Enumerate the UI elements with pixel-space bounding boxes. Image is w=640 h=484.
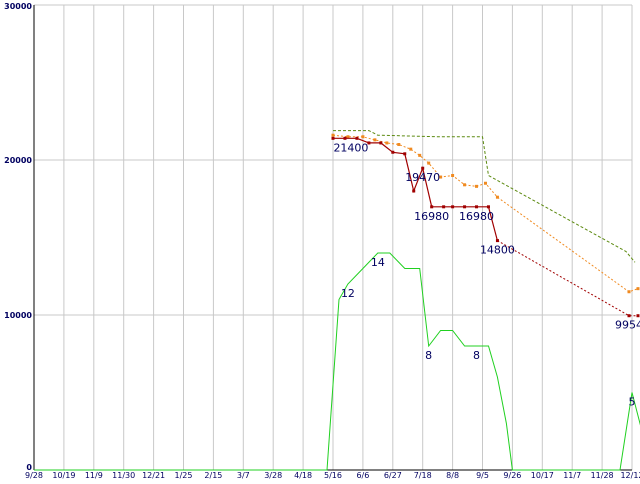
max-price-line: [333, 130, 636, 263]
data-label: 19470: [405, 171, 440, 184]
avg-price-point: [361, 135, 365, 139]
low-price-point: [442, 205, 446, 209]
data-label: 5: [629, 396, 636, 409]
avg-price-point: [397, 143, 401, 146]
x-tick-label: 11/28: [591, 471, 614, 480]
low-price-point: [475, 205, 479, 209]
avg-price-point: [427, 161, 431, 165]
x-tick-label: 8/8: [446, 471, 459, 480]
low-price-point: [391, 150, 395, 154]
low-price-point: [463, 205, 467, 209]
x-tick-label: 5/16: [324, 471, 342, 480]
x-tick-label: 12/21: [142, 471, 165, 480]
low-price-line: [333, 137, 498, 241]
x-tick-label: 10/19: [52, 471, 75, 480]
data-label: 21400: [333, 141, 368, 154]
x-tick-label: 11/30: [112, 471, 135, 480]
avg-price-point: [373, 138, 377, 142]
x-tick-label: 11/7: [563, 471, 581, 480]
x-tick-label: 9/28: [25, 471, 43, 480]
x-tick-label: 11/9: [85, 471, 103, 480]
gridlines: [33, 4, 633, 471]
data-label: 16980: [414, 210, 449, 223]
x-tick-label: 3/28: [264, 471, 282, 480]
low-price-point: [412, 189, 416, 193]
avg-price-point: [636, 287, 640, 291]
avg-price-point: [483, 181, 487, 185]
low-price-point: [343, 136, 347, 140]
avg-price-point: [439, 175, 443, 179]
data-label: 14800: [480, 244, 515, 257]
y-tick-label: 10000: [4, 311, 32, 320]
x-tick-label: 2/15: [204, 471, 222, 480]
low-price-point: [636, 314, 640, 318]
series-group: [34, 130, 640, 471]
x-tick-label: 12/12: [620, 471, 640, 480]
count-line: [34, 252, 640, 471]
low-price-point: [495, 239, 499, 243]
low-price-point: [430, 205, 434, 209]
y-tick-label: 30000: [4, 2, 32, 11]
axes: 9/28 10/19 11/9 11/30 12/21 1/25 2/15 3/7 3/28 4/…: [4, 2, 640, 480]
data-labels: 21400 19470 16980 16980 14800 9954 12 14 8 8 5: [333, 141, 640, 408]
low-price-point: [379, 141, 383, 145]
x-tick-label: 3/7: [237, 471, 250, 480]
avg-price-point: [463, 183, 467, 187]
data-label: 9954: [615, 319, 640, 332]
low-price-point: [421, 166, 425, 170]
low-price-point: [367, 141, 371, 145]
avg-price-point: [418, 153, 422, 157]
avg-price-point: [495, 195, 499, 199]
low-price-point: [403, 152, 407, 156]
x-tick-label: 6/6: [356, 471, 369, 480]
avg-price-point: [451, 174, 455, 177]
x-tick-label: 1/25: [175, 471, 193, 480]
y-tick-label: 20000: [4, 156, 32, 165]
x-tick-label: 9/26: [503, 471, 521, 480]
data-label: 8: [425, 349, 432, 362]
low-price-point: [355, 136, 359, 140]
data-label: 8: [473, 349, 480, 362]
data-label: 14: [371, 256, 385, 269]
x-tick-label: 9/5: [476, 471, 489, 480]
x-tick-label: 10/17: [531, 471, 554, 480]
x-tick-label: 4/18: [294, 471, 312, 480]
avg-price-point: [409, 147, 413, 151]
low-price-point: [627, 314, 631, 318]
avg-price-point: [627, 290, 631, 294]
avg-price-point: [385, 141, 389, 145]
low-price-point: [486, 205, 490, 209]
low-price-point: [451, 205, 455, 209]
x-tick-label: 7/18: [414, 471, 432, 480]
data-label: 16980: [459, 210, 494, 223]
low-price-point: [331, 136, 335, 140]
x-tick-label: 6/27: [384, 471, 402, 480]
data-label: 12: [341, 287, 355, 300]
avg-price-point: [331, 133, 335, 137]
avg-price-point: [346, 135, 350, 139]
avg-price-point: [475, 184, 479, 188]
y-tick-label: 0: [26, 463, 32, 472]
low-price-line-extension: [497, 240, 638, 317]
